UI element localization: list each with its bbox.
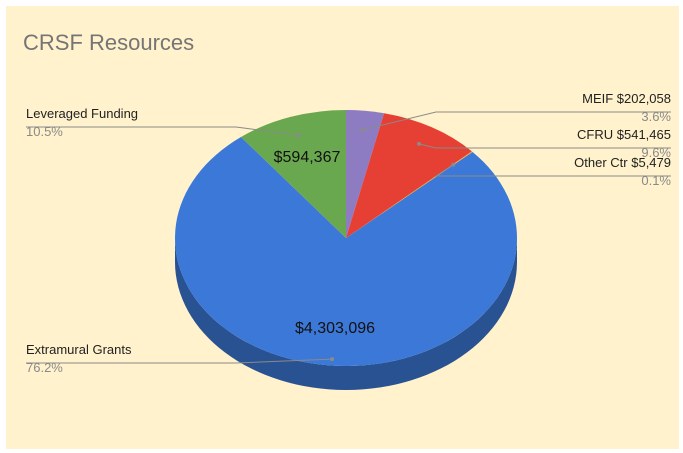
leader-line-other-ctr — [434, 164, 671, 177]
leader-dot-extramural-grants — [330, 357, 335, 362]
label-leveraged-funding: Leveraged Funding — [26, 106, 138, 121]
percent-cfru: 9.6% — [641, 145, 671, 160]
leader-dot-meif — [360, 127, 365, 132]
value-label-leveraged-funding: $594,367 — [274, 149, 341, 166]
slice-meif — [346, 110, 385, 238]
leader-line-leveraged-funding — [26, 126, 299, 136]
value-label-extramural-grants: $4,303,096 — [295, 320, 375, 337]
label-other-ctr: Other Ctr $5,479 — [574, 155, 671, 170]
leader-line-extramural-grants — [26, 358, 333, 364]
chart-container: CRSF Resources MEIF $202,058 3.6% CFRU $54… — [6, 6, 679, 449]
leader-dot-other-ctr — [451, 162, 456, 167]
pie-labels: MEIF $202,058 3.6% CFRU $541,465 9.6%Other … — [26, 91, 671, 375]
slice-cfru — [346, 113, 472, 238]
pie-chart: CRSF Resources MEIF $202,058 3.6% CFRU $54… — [23, 30, 671, 390]
label-extramural-grants: Extramural Grants — [26, 342, 132, 357]
percent-leveraged-funding: 10.5% — [26, 124, 63, 139]
leader-dot-cfru — [416, 141, 421, 146]
slice-extramural-grants — [175, 136, 517, 367]
label-meif: MEIF $202,058 — [582, 91, 671, 106]
pie-slices — [175, 110, 517, 367]
label-cfru: CFRU $541,465 — [577, 127, 671, 142]
percent-meif: 3.6% — [641, 109, 671, 124]
chart-title: CRSF Resources — [23, 30, 194, 55]
percent-other-ctr: 0.1% — [641, 173, 671, 188]
leader-dot-leveraged-funding — [296, 133, 301, 138]
leader-line-cfru — [418, 143, 671, 149]
slice-side-extramural-grants — [175, 238, 517, 390]
slice-leveraged-funding — [240, 110, 346, 238]
percent-extramural-grants: 76.2% — [26, 360, 63, 375]
leader-line-meif — [362, 111, 671, 131]
pie-depth — [175, 238, 517, 390]
